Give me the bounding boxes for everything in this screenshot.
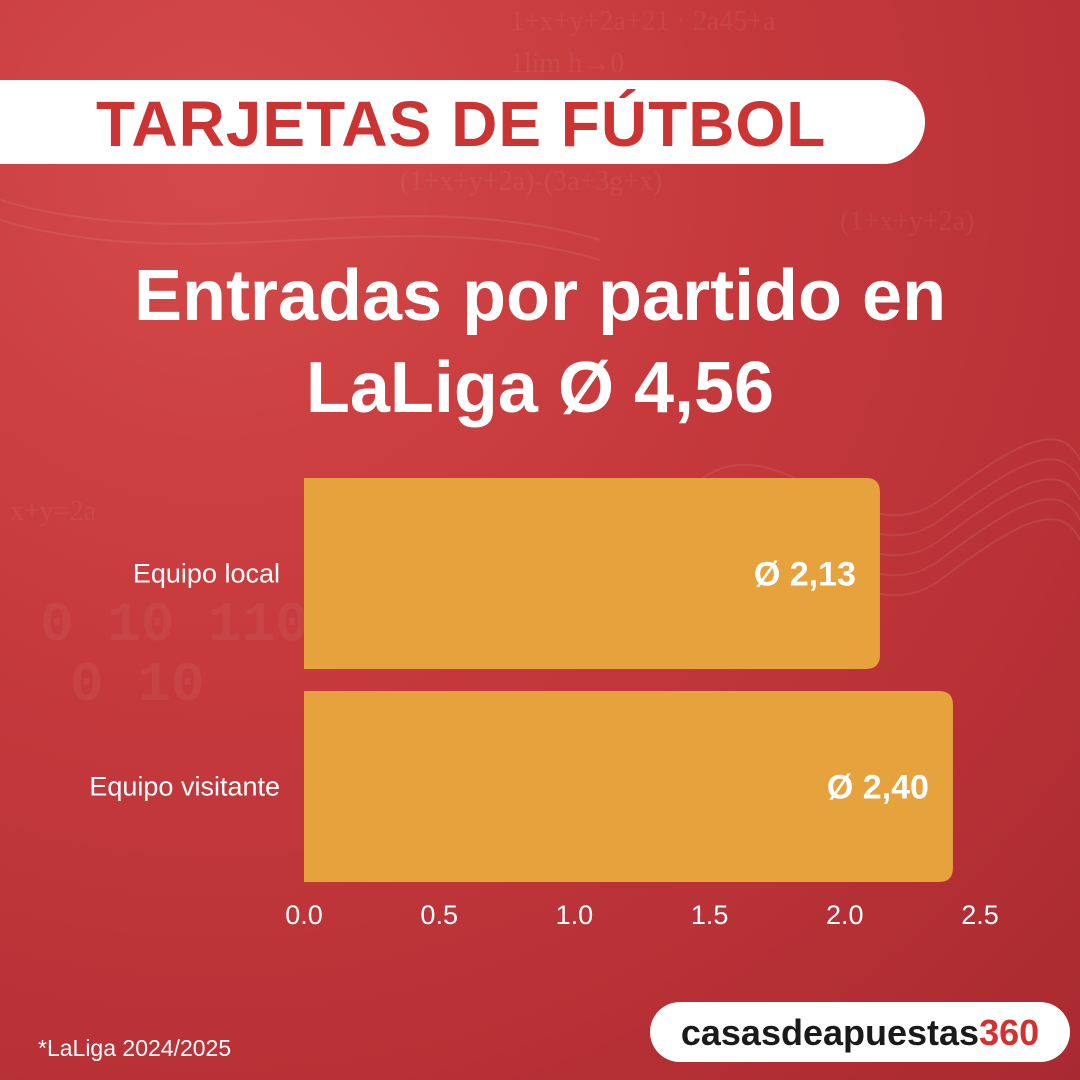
x-tick-label: 0.5 [420, 900, 458, 930]
x-tick-label: 2.5 [961, 900, 999, 930]
x-tick-label: 0.0 [285, 900, 323, 930]
x-tick-label: 1.0 [556, 900, 594, 930]
bar-equipo-visitante [304, 691, 953, 882]
chart-title-line-2: LaLiga Ø 4,56 [305, 348, 775, 428]
bar-equipo-local [304, 478, 880, 669]
brand-logo: casasdeapuestas360 [650, 1002, 1070, 1062]
header-banner: TARJETAS DE FÚTBOL [0, 80, 925, 164]
category-label-equipo-visitante: Equipo visitante [89, 772, 280, 802]
brand-accent: 360 [979, 1012, 1040, 1053]
footnote: *LaLiga 2024/2025 [38, 1035, 232, 1061]
chart-title: Entradas por partido en LaLiga Ø 4,56 [0, 250, 1080, 434]
header-title: TARJETAS DE FÚTBOL [96, 88, 827, 160]
x-tick-label: 2.0 [826, 900, 864, 930]
data-label-equipo-visitante: Ø 2,40 [827, 769, 929, 807]
category-label-equipo-local: Equipo local [133, 559, 280, 589]
brand-name: casasdeapuestas [680, 1012, 980, 1053]
data-label-equipo-local: Ø 2,13 [754, 556, 856, 594]
chart-title-line-1: Entradas por partido en [133, 256, 947, 336]
x-tick-label: 1.5 [691, 900, 729, 930]
